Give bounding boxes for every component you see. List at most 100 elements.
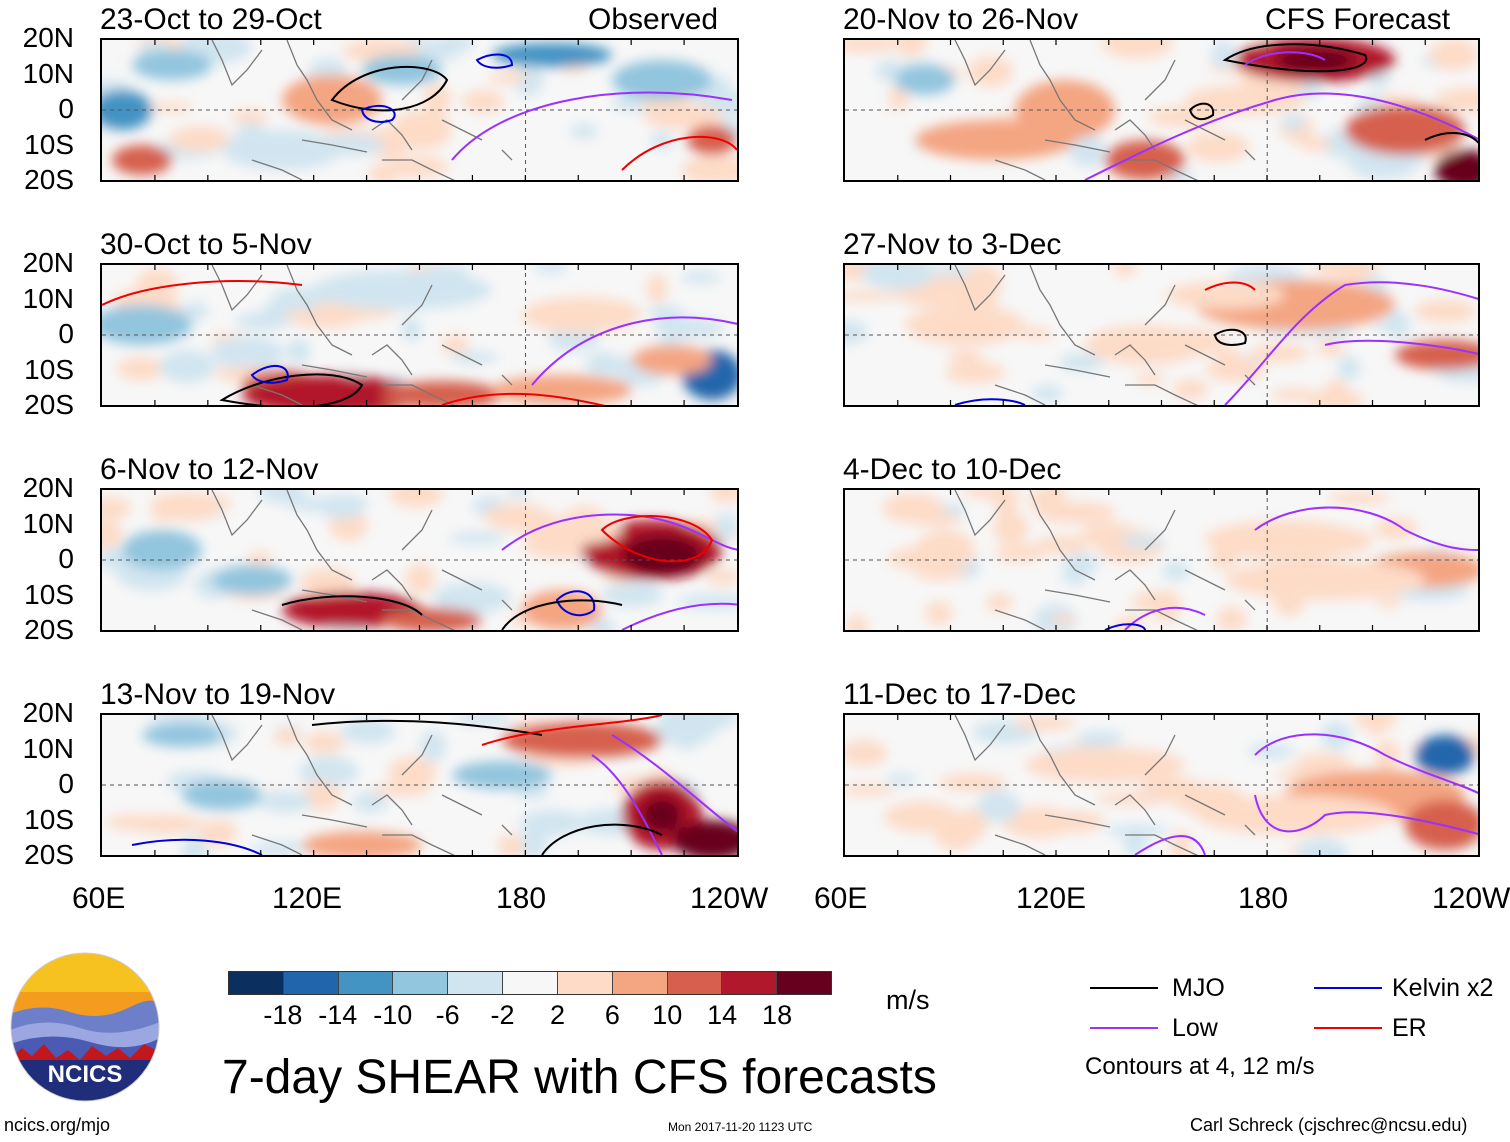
shear-speckle — [994, 490, 1018, 519]
contour-line — [131, 838, 263, 855]
contour-line — [360, 104, 396, 123]
shear-anomaly-blob — [612, 60, 712, 100]
shear-speckle — [845, 40, 903, 53]
shear-speckle — [455, 715, 512, 726]
shear-speckle — [967, 56, 1014, 88]
shear-speckle — [896, 40, 927, 57]
shear-speckle — [102, 519, 123, 550]
y-tick-label: 10N — [22, 57, 74, 89]
shear-anomaly-blob — [642, 797, 682, 833]
shear-field — [102, 40, 737, 180]
shear-anomaly-blob — [1225, 560, 1425, 600]
contour-line — [311, 719, 543, 736]
shear-speckle — [304, 731, 345, 754]
shear-speckle — [116, 357, 165, 381]
panel-title-fc-2: 27-Nov to 3-Dec — [843, 228, 1062, 261]
coastline — [954, 40, 1256, 180]
shear-speckle — [507, 490, 529, 499]
map-panel-fc-3 — [843, 488, 1480, 632]
shear-anomaly-blob — [1395, 340, 1478, 370]
panel-title-fc-4: 11-Dec to 17-Dec — [843, 678, 1076, 711]
shear-speckle — [1148, 106, 1222, 128]
shear-speckle — [1052, 614, 1076, 626]
legend-line-kelvin — [1314, 987, 1382, 989]
colorbar-swatch — [338, 972, 394, 994]
shear-speckle — [1249, 343, 1311, 363]
shear-speckle — [287, 497, 349, 512]
shear-speckle — [513, 62, 544, 97]
contour-line — [1254, 794, 1478, 835]
contour-note: Contours at 4, 12 m/s — [1085, 1053, 1315, 1080]
shear-speckle — [497, 833, 524, 855]
shear-field — [845, 40, 1478, 180]
colorbar-tick-label: -18 — [263, 1000, 303, 1030]
contour-line — [591, 754, 663, 855]
map-panel-fc-1 — [843, 38, 1480, 182]
colorbar-swatch — [722, 972, 778, 994]
colorbar-swatch — [667, 972, 723, 994]
shear-speckle — [102, 497, 132, 520]
shear-anomaly-blob — [492, 43, 612, 67]
shear-field — [102, 490, 737, 630]
shear-field — [845, 490, 1478, 630]
panel-label-cfs-forecast: CFS Forecast — [1265, 3, 1451, 36]
contour-line — [102, 280, 303, 306]
shear-speckle — [1298, 137, 1332, 151]
panel-title-obs-2: 30-Oct to 5-Nov — [100, 228, 312, 261]
coastline — [211, 265, 513, 405]
shear-speckle — [1434, 87, 1478, 112]
shear-speckle — [352, 791, 388, 813]
shear-speckle — [1123, 832, 1147, 855]
shear-speckle — [447, 532, 506, 545]
map-panel-fc-2 — [843, 263, 1480, 407]
shear-speckle — [714, 512, 737, 542]
shear-speckle — [681, 155, 737, 180]
coastline — [954, 490, 1256, 630]
colorbar-swatch — [229, 972, 284, 994]
chart-title: 7-day SHEAR with CFS forecasts — [222, 1051, 937, 1104]
shear-speckle — [433, 582, 512, 614]
contour-line — [1222, 43, 1368, 73]
shear-speckle — [1337, 355, 1360, 381]
y-tick-label: 20N — [22, 22, 74, 53]
shear-speckle — [1031, 384, 1064, 402]
y-tick-label: 10N — [22, 732, 74, 764]
coastline — [211, 40, 513, 180]
shear-anomaly-blob — [1435, 150, 1478, 180]
map-panel-obs-1 — [100, 38, 739, 182]
colorbar-tick-label: 14 — [707, 1000, 738, 1030]
colorbar-tick-label: 18 — [762, 1000, 793, 1030]
shear-speckle — [953, 808, 988, 841]
shear-speckle — [976, 789, 1020, 823]
shear-speckle — [1134, 373, 1166, 386]
shear-speckle — [159, 349, 215, 383]
shear-speckle — [1077, 730, 1124, 746]
contour-line — [621, 602, 737, 630]
shear-speckle — [1211, 40, 1236, 70]
y-tick-label: 20S — [24, 614, 74, 645]
contour-line — [281, 595, 423, 616]
shear-anomaly-blob — [182, 780, 262, 810]
shear-anomaly-blob — [622, 535, 702, 575]
shear-speckle — [434, 40, 474, 53]
legend-line-mjo — [1090, 987, 1158, 989]
contour-line — [1213, 328, 1247, 346]
contour-line — [501, 599, 623, 630]
contour-line — [1254, 733, 1478, 795]
contour-line — [1244, 51, 1326, 66]
map-panel-obs-3 — [100, 488, 739, 632]
shear-speckle — [1173, 378, 1208, 400]
shear-speckle — [601, 582, 663, 607]
footer-url[interactable]: ncics.org/mjo — [4, 1115, 111, 1135]
contour-line — [451, 91, 733, 161]
x-tick-label: 120W — [1432, 882, 1510, 915]
units-label: m/s — [886, 985, 930, 1015]
contour-line — [1424, 131, 1478, 144]
shear-speckle — [401, 316, 422, 342]
shear-speckle — [845, 739, 888, 767]
shear-speckle — [533, 265, 569, 274]
shear-speckle — [925, 600, 953, 626]
shear-speckle — [340, 718, 396, 744]
shear-anomaly-blob — [312, 270, 492, 310]
shear-speckle — [487, 71, 529, 84]
